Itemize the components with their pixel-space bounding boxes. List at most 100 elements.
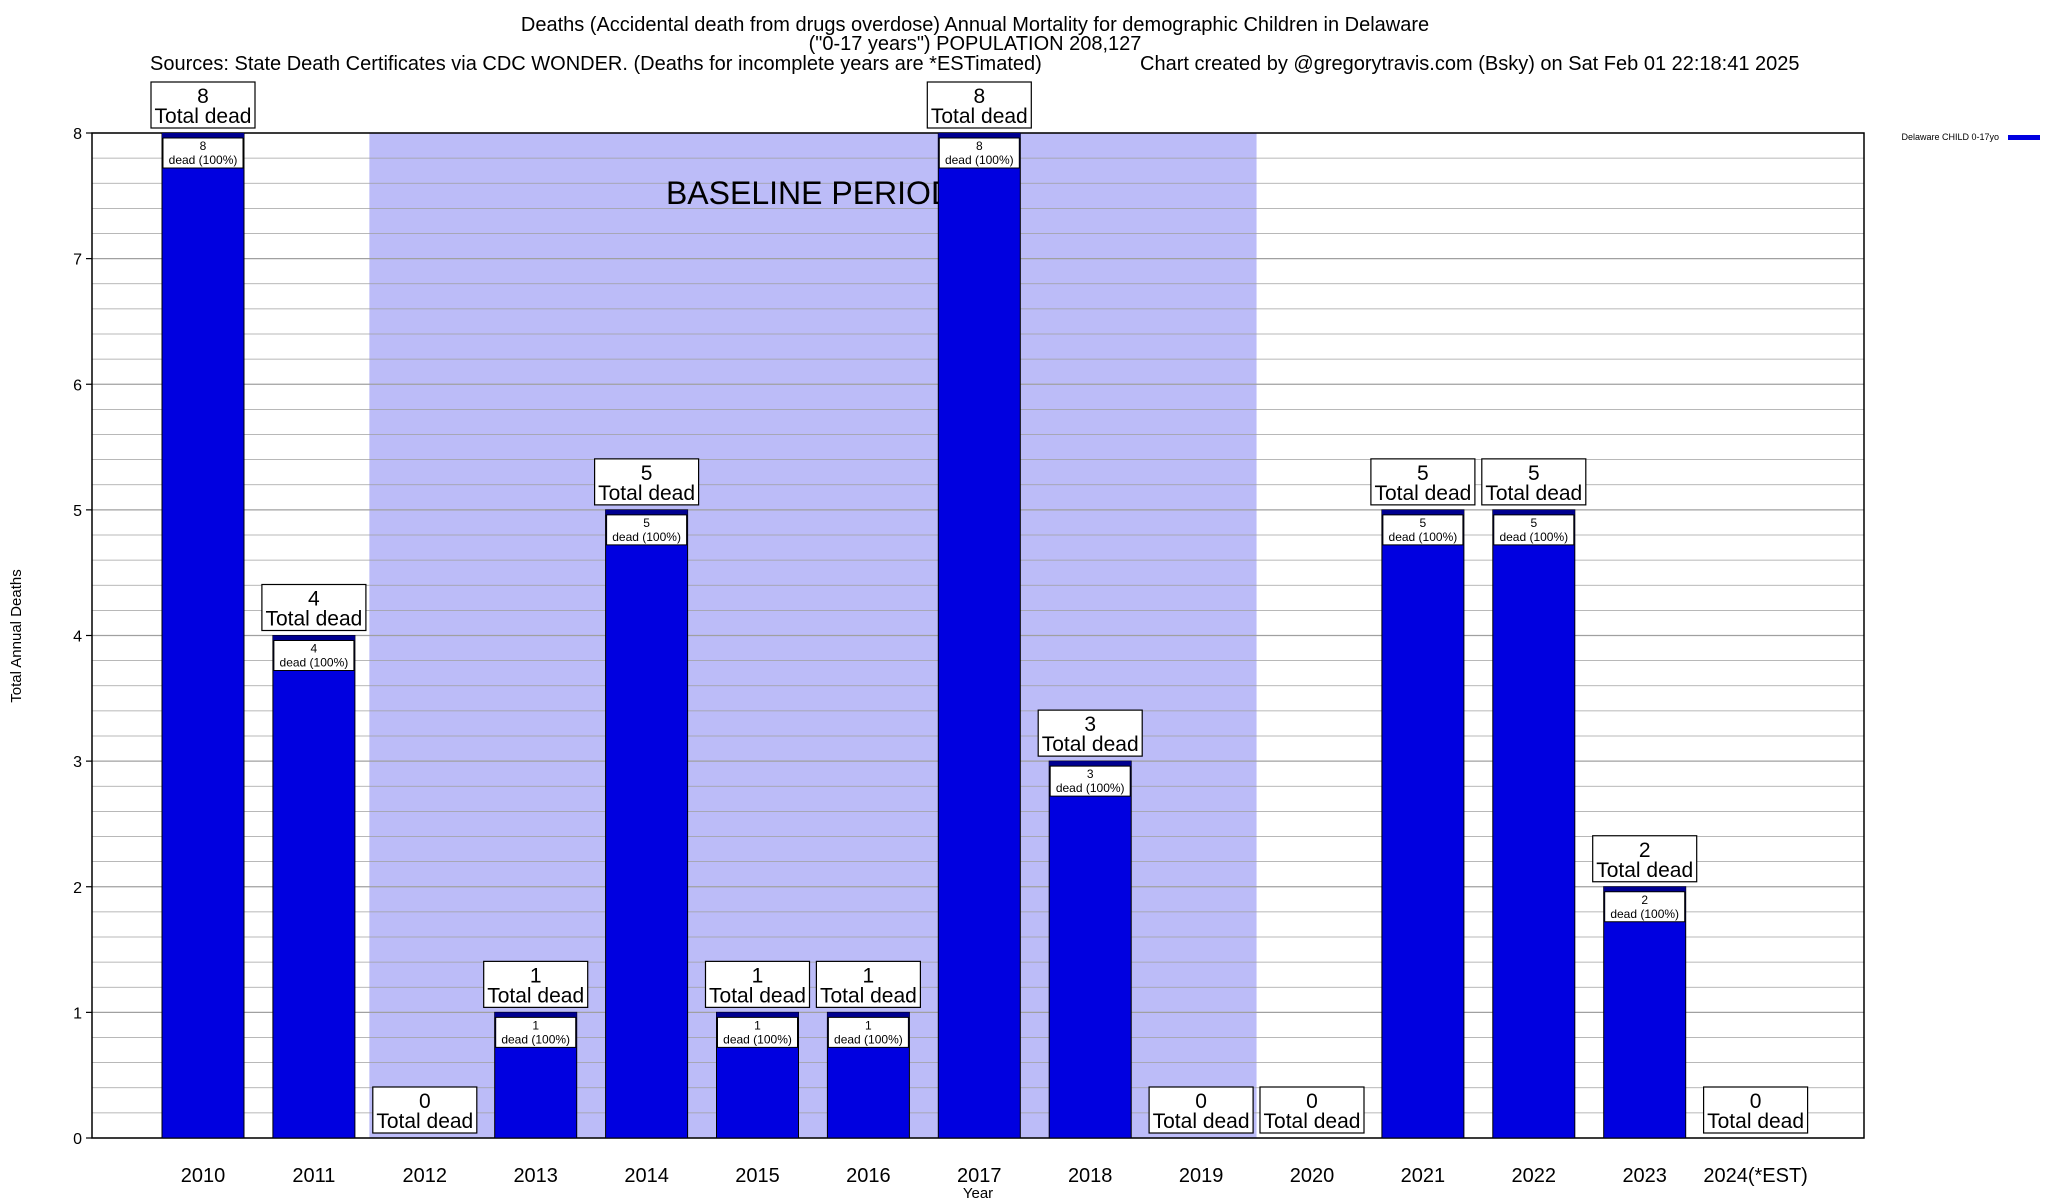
inner-label-value: 1 — [532, 1018, 539, 1032]
inner-label-text: dead (100%) — [612, 530, 681, 544]
y-tick-label: 3 — [73, 754, 82, 771]
total-label-value: 0 — [1195, 1090, 1207, 1113]
total-label-box — [1481, 458, 1587, 506]
y-axis-label: Total Annual Deaths — [8, 569, 25, 702]
total-label-box — [926, 81, 1032, 129]
total-label-value: 8 — [197, 85, 209, 108]
total-label-box — [815, 960, 922, 1008]
inner-label-text: dead (100%) — [834, 1032, 903, 1046]
y-tick-label: 4 — [73, 629, 82, 646]
bar — [1048, 760, 1132, 1139]
total-label-text: Total dead — [820, 984, 917, 1007]
total-label-text: Total dead — [1042, 733, 1139, 756]
chart-title: Deaths (Accidental death from drugs over… — [520, 14, 1430, 36]
chart-subtitle: ("0-17 years") POPULATION 208,127 — [808, 33, 1142, 55]
y-tick-label: 2 — [73, 880, 82, 897]
total-label-box — [593, 458, 700, 506]
inner-label-text: dead (100%) — [501, 1032, 570, 1046]
inner-label-box — [162, 137, 244, 169]
inner-label-text: dead (100%) — [169, 153, 238, 167]
total-label-text: Total dead — [265, 608, 362, 631]
x-tick-label: 2014 — [624, 1165, 669, 1187]
total-label-value: 4 — [308, 588, 320, 611]
inner-label-box — [273, 640, 355, 671]
total-label-text: Total dead — [1264, 1110, 1361, 1133]
x-tick-label: 2023 — [1622, 1165, 1667, 1187]
total-label-box — [704, 960, 811, 1008]
chart-credit: Chart created by @gregorytravis.com (Bsk… — [1140, 53, 1800, 75]
inner-label-value: 8 — [976, 139, 983, 153]
bar — [1381, 509, 1465, 1139]
x-tick-label: 2021 — [1401, 1165, 1446, 1187]
inner-label-value: 2 — [1641, 893, 1648, 907]
total-label-value: 2 — [1639, 839, 1651, 862]
inner-label-box — [1382, 514, 1464, 546]
total-label-value: 5 — [641, 462, 653, 485]
total-label-text: Total dead — [1485, 482, 1582, 505]
total-label-value: 0 — [419, 1090, 431, 1113]
x-tick-label: 2018 — [1068, 1165, 1113, 1187]
total-label-value: 1 — [752, 964, 764, 987]
y-tick-label: 6 — [73, 377, 82, 394]
bar — [605, 509, 689, 1139]
total-label-text: Total dead — [1596, 859, 1693, 882]
total-label-box — [261, 583, 367, 632]
total-label-box — [1037, 709, 1143, 757]
total-label-value: 1 — [530, 964, 542, 987]
total-label-box — [483, 960, 589, 1008]
bar — [161, 132, 245, 1139]
inner-label-text: dead (100%) — [945, 153, 1014, 167]
inner-label-box — [495, 1016, 577, 1048]
total-label-text: Total dead — [598, 482, 695, 505]
total-label-text: Total dead — [931, 105, 1028, 128]
total-label-value: 1 — [863, 964, 875, 987]
bar-top-cap — [1381, 509, 1464, 515]
bar-top-cap — [605, 509, 688, 515]
inner-label-text: dead (100%) — [723, 1032, 792, 1046]
total-label-box — [1259, 1086, 1365, 1134]
y-tick-label: 1 — [73, 1005, 82, 1022]
inner-label-value: 5 — [1420, 516, 1427, 530]
baseline-period-label: BASELINE PERIOD — [666, 175, 954, 211]
bar-top-cap — [272, 635, 355, 641]
x-tick-label: 2019 — [1179, 1165, 1224, 1187]
bar-top-cap — [1603, 886, 1686, 892]
total-label-value: 5 — [1417, 462, 1429, 485]
inner-label-box — [606, 514, 688, 546]
bar-top-cap — [162, 133, 244, 138]
total-label-text: Total dead — [376, 1110, 473, 1133]
inner-label-value: 1 — [865, 1018, 872, 1032]
y-tick-label: 0 — [73, 1131, 82, 1148]
total-label-value: 0 — [1306, 1090, 1318, 1113]
inner-label-box — [938, 137, 1020, 169]
total-label-text: Total dead — [1707, 1110, 1804, 1133]
inner-label-box — [827, 1016, 909, 1048]
bar — [1492, 509, 1576, 1139]
total-label-box — [372, 1086, 478, 1134]
inner-label-text: dead (100%) — [1610, 907, 1679, 921]
y-tick-label: 7 — [73, 252, 82, 269]
total-label-text: Total dead — [709, 984, 806, 1007]
x-tick-label: 2016 — [846, 1165, 891, 1187]
bar-top-cap — [716, 1012, 799, 1018]
bar-top-cap — [827, 1012, 910, 1018]
x-axis-label: Year — [963, 1185, 993, 1200]
total-label-text: Total dead — [1153, 1110, 1250, 1133]
x-tick-label: 2012 — [403, 1165, 448, 1187]
total-label-box — [150, 81, 256, 129]
y-tick-label: 5 — [73, 503, 82, 520]
y-tick-label: 8 — [73, 126, 82, 143]
bar — [937, 132, 1021, 1139]
inner-label-text: dead (100%) — [1056, 781, 1125, 795]
bar-top-cap — [938, 133, 1021, 138]
inner-label-text: dead (100%) — [1389, 530, 1458, 544]
total-label-value: 8 — [973, 85, 985, 108]
inner-label-text: dead (100%) — [280, 656, 349, 670]
legend-swatch — [2008, 135, 2040, 140]
bar-top-cap — [494, 1012, 577, 1018]
inner-label-value: 4 — [311, 642, 318, 656]
inner-label-box — [717, 1016, 798, 1048]
total-label-value: 5 — [1528, 462, 1540, 485]
sources-note: Sources: State Death Certificates via CD… — [150, 53, 1042, 75]
